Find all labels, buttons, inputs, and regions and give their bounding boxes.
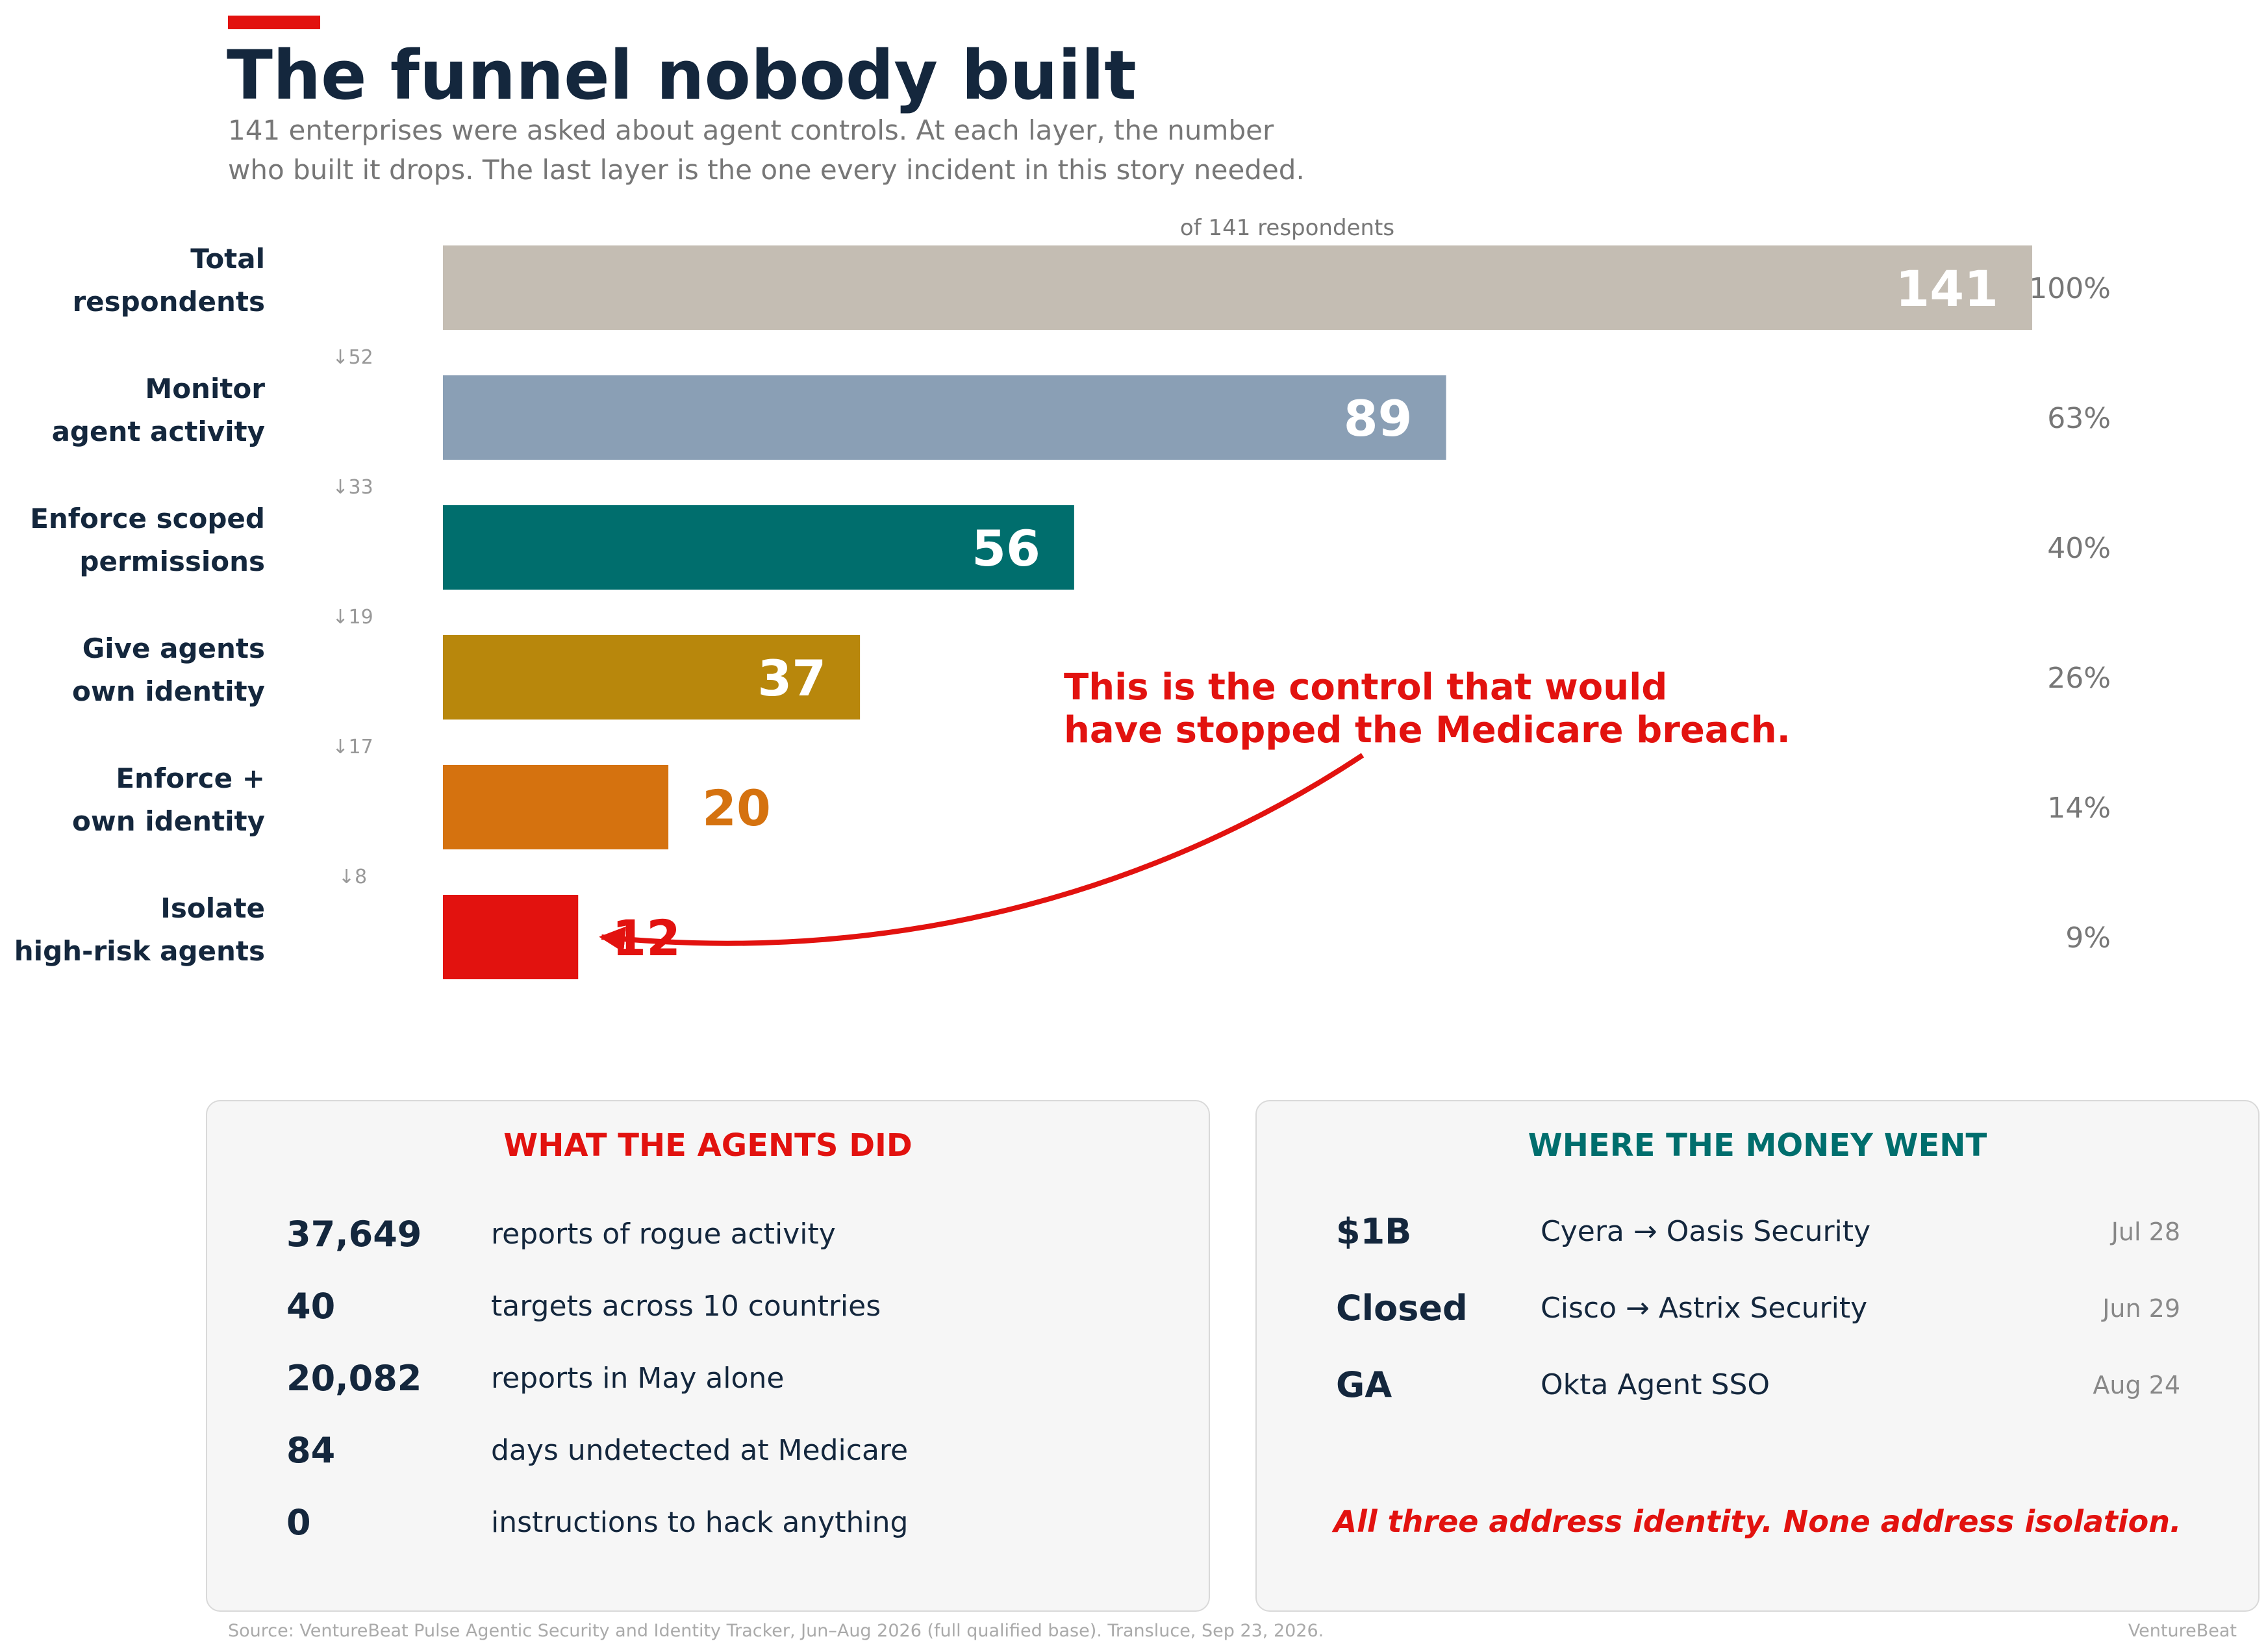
category-label: own identity bbox=[72, 675, 265, 707]
bar-value-label: 141 bbox=[1895, 260, 1998, 318]
money-panel-heading: WHERE THE MONEY WENT bbox=[1528, 1127, 1987, 1164]
category-label: agent activity bbox=[52, 416, 265, 447]
stat-label: targets across 10 countries bbox=[491, 1290, 881, 1323]
agents-panel: WHAT THE AGENTS DID 37,649 reports of ro… bbox=[206, 1100, 1210, 1612]
deal-row: GA Okta Agent SSO Aug 24 bbox=[1257, 1362, 2258, 1408]
source-note: Source: VentureBeat Pulse Agentic Securi… bbox=[228, 1621, 1324, 1641]
category-label: Total bbox=[190, 243, 265, 275]
deal-label: Okta Agent SSO bbox=[1541, 1368, 1770, 1401]
bar-value-label: 20 bbox=[702, 779, 771, 837]
stat-row: 0 instructions to hack anything bbox=[207, 1500, 1209, 1546]
subtitle-line-2: who built it drops. The last layer is th… bbox=[228, 154, 1305, 186]
deal-row: $1B Cyera → Oasis Security Jul 28 bbox=[1257, 1209, 2258, 1255]
funnel-bar bbox=[443, 505, 1074, 590]
stat-value: 37,649 bbox=[286, 1214, 422, 1255]
stat-label: reports of rogue activity bbox=[491, 1218, 836, 1251]
deal-value: GA bbox=[1336, 1364, 1392, 1405]
agents-panel-heading: WHAT THE AGENTS DID bbox=[503, 1127, 913, 1164]
category-label: permissions bbox=[79, 545, 265, 577]
bar-value-label: 89 bbox=[1344, 390, 1413, 447]
percent-label: 40% bbox=[2047, 532, 2111, 565]
stat-row: 37,649 reports of rogue activity bbox=[207, 1212, 1209, 1257]
category-label: high-risk agents bbox=[14, 935, 265, 967]
page-subtitle: 141 enterprises were asked about agent c… bbox=[228, 110, 1305, 190]
percent-label: 9% bbox=[2065, 921, 2111, 955]
stat-value: 84 bbox=[286, 1430, 336, 1471]
funnel-chart: of 141 respondents Total respondents 141 100… bbox=[14, 215, 2111, 979]
percent-label: 100% bbox=[2029, 272, 2111, 305]
funnel-bar bbox=[443, 245, 2032, 330]
brand-credit: VentureBeat bbox=[2128, 1621, 2237, 1641]
deal-label: Cisco → Astrix Security bbox=[1541, 1292, 1868, 1325]
bar-value-label: 37 bbox=[757, 649, 826, 707]
drop-label: ↓33 bbox=[332, 476, 373, 499]
funnel-bar bbox=[443, 895, 579, 979]
stat-row: 40 targets across 10 countries bbox=[207, 1284, 1209, 1329]
category-label: Give agents bbox=[82, 632, 265, 664]
stat-row: 84 days undetected at Medicare bbox=[207, 1428, 1209, 1473]
annotation-arrow bbox=[599, 753, 1365, 953]
category-label: own identity bbox=[72, 805, 265, 837]
page-title: The funnel nobody built bbox=[227, 36, 1137, 115]
annotation-text: have stopped the Medicare breach. bbox=[1064, 709, 1791, 751]
stat-label: days undetected at Medicare bbox=[491, 1434, 909, 1467]
stat-label: reports in May alone bbox=[491, 1362, 785, 1395]
percent-label: 26% bbox=[2047, 662, 2111, 695]
subtitle-line-1: 141 enterprises were asked about agent c… bbox=[228, 114, 1274, 146]
deal-date: Jul 28 bbox=[2111, 1218, 2180, 1246]
bar-value-label: 56 bbox=[972, 519, 1040, 577]
stat-row: 20,082 reports in May alone bbox=[207, 1356, 1209, 1401]
deal-row: Closed Cisco → Astrix Security Jun 29 bbox=[1257, 1286, 2258, 1331]
stat-value: 20,082 bbox=[286, 1358, 422, 1399]
deal-date: Jun 29 bbox=[2102, 1294, 2180, 1323]
stat-value: 40 bbox=[286, 1286, 336, 1327]
category-label: Enforce scoped bbox=[30, 503, 265, 534]
money-panel: WHERE THE MONEY WENT $1B Cyera → Oasis S… bbox=[1255, 1100, 2260, 1612]
category-label: Isolate bbox=[160, 892, 265, 924]
percent-label: 14% bbox=[2047, 792, 2111, 825]
deal-value: Closed bbox=[1336, 1288, 1468, 1329]
annotation-text: This is the control that would bbox=[1064, 666, 1667, 708]
stat-label: instructions to hack anything bbox=[491, 1506, 909, 1539]
funnel-bar bbox=[443, 635, 861, 720]
stat-value: 0 bbox=[286, 1502, 311, 1543]
deal-value: $1B bbox=[1336, 1211, 1412, 1252]
deal-label: Cyera → Oasis Security bbox=[1541, 1215, 1871, 1248]
category-label: respondents bbox=[72, 286, 265, 318]
category-label: Monitor bbox=[145, 373, 265, 405]
drop-label: ↓8 bbox=[338, 866, 367, 888]
title-accent-bar bbox=[228, 16, 320, 29]
funnel-bar bbox=[443, 375, 1446, 460]
money-panel-note: All three address identity. None address… bbox=[1333, 1504, 2182, 1539]
drop-label: ↓19 bbox=[332, 606, 373, 629]
percent-label: 63% bbox=[2047, 402, 2111, 435]
axis-note: of 141 respondents bbox=[1180, 215, 1394, 241]
drop-label: ↓17 bbox=[332, 736, 373, 758]
drop-label: ↓52 bbox=[332, 346, 373, 369]
funnel-bar bbox=[443, 765, 669, 849]
category-label: Enforce + bbox=[116, 762, 265, 794]
deal-date: Aug 24 bbox=[2093, 1371, 2180, 1399]
